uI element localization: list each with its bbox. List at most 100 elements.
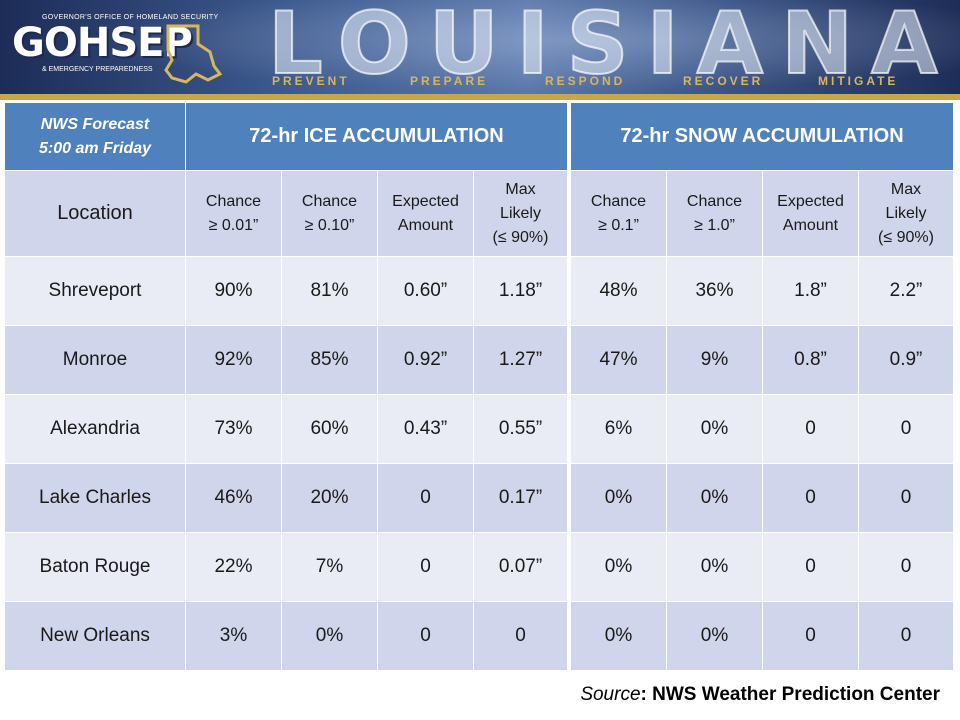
column-header-line: Chance bbox=[205, 192, 262, 210]
snow-value-cell: 47% bbox=[570, 325, 667, 395]
snow-value-cell: 0.8” bbox=[762, 325, 859, 395]
snow-column-header: Chance ≥ 1.0” bbox=[666, 170, 763, 257]
snow-value-cell: 6% bbox=[570, 394, 667, 464]
table-row: 6% 0% 0 0 bbox=[570, 394, 955, 464]
location-cell: Alexandria bbox=[4, 394, 186, 464]
snow-value-cell: 0 bbox=[857, 532, 955, 602]
location-cell: Shreveport bbox=[4, 256, 186, 326]
table-row: Lake Charles 46% 20% 0 0.17” bbox=[4, 463, 569, 533]
column-header-line: Chance bbox=[686, 192, 743, 210]
snow-value-cell: 0 bbox=[762, 394, 859, 464]
ice-value-cell: 92% bbox=[185, 325, 282, 395]
source-separator: : bbox=[640, 684, 653, 705]
table-row: New Orleans 3% 0% 0 0 bbox=[4, 601, 569, 671]
column-header-line: ≥ 0.10” bbox=[304, 216, 355, 234]
snow-value-cell: 0% bbox=[570, 463, 667, 533]
forecast-label-line: 5:00 am Friday bbox=[38, 139, 152, 157]
source-label: Source bbox=[580, 684, 641, 705]
snow-value-cell: 36% bbox=[666, 256, 763, 326]
ice-accumulation-table: NWS Forecast 5:00 am Friday 72-hr ICE AC… bbox=[4, 102, 569, 671]
banner-gold-strip bbox=[0, 94, 960, 100]
column-header-line: Chance bbox=[590, 192, 647, 210]
snow-value-cell: 0.9” bbox=[857, 325, 955, 395]
source-name: NWS Weather Prediction Center bbox=[652, 684, 940, 705]
snow-column-header: Chance ≥ 0.1” bbox=[570, 170, 667, 257]
motto-word: RESPOND bbox=[545, 74, 626, 88]
snow-column-header: Max Likely (≤ 90%) bbox=[857, 170, 955, 257]
state-wordmark: LOUISIANA bbox=[267, 0, 956, 95]
ice-value-cell: 0 bbox=[472, 601, 569, 671]
table-row: Alexandria 73% 60% 0.43” 0.55” bbox=[4, 394, 569, 464]
snow-value-cell: 0 bbox=[857, 463, 955, 533]
logo-org-sub: & EMERGENCY PREPAREDNESS bbox=[42, 66, 153, 73]
forecast-label-line: NWS Forecast bbox=[40, 115, 150, 133]
snow-value-cell: 0% bbox=[666, 394, 763, 464]
snow-value-cell: 0 bbox=[857, 394, 955, 464]
snow-value-cell: 9% bbox=[666, 325, 763, 395]
column-header-line: Amount bbox=[782, 216, 839, 234]
ice-value-cell: 81% bbox=[281, 256, 378, 326]
column-header-line: ≥ 0.01” bbox=[208, 216, 259, 234]
snow-value-cell: 0 bbox=[857, 601, 955, 671]
snow-value-cell: 2.2” bbox=[857, 256, 955, 326]
ice-value-cell: 1.18” bbox=[472, 256, 569, 326]
gohsep-logo: GOVERNOR'S OFFICE OF HOMELAND SECURITY G… bbox=[12, 14, 222, 86]
forecast-label-cell: NWS Forecast 5:00 am Friday bbox=[4, 102, 186, 171]
ice-table-title: 72-hr ICE ACCUMULATION bbox=[184, 102, 569, 171]
header-banner: LOUISIANA PREVENT PREPARE RESPOND RECOVE… bbox=[0, 0, 960, 100]
ice-value-cell: 7% bbox=[281, 532, 378, 602]
snow-column-header: Expected Amount bbox=[762, 170, 859, 257]
snow-table-title: 72-hr SNOW ACCUMULATION bbox=[569, 102, 955, 171]
column-header-line: ≥ 1.0” bbox=[694, 216, 735, 234]
ice-value-cell: 3% bbox=[185, 601, 282, 671]
column-header-line: (≤ 90%) bbox=[878, 228, 934, 246]
ice-value-cell: 0.43” bbox=[377, 394, 474, 464]
ice-value-cell: 0.07” bbox=[472, 532, 569, 602]
ice-value-cell: 0 bbox=[377, 532, 474, 602]
column-header-line: ≥ 0.1” bbox=[598, 216, 639, 234]
ice-value-cell: 60% bbox=[281, 394, 378, 464]
snow-value-cell: 0 bbox=[762, 601, 859, 671]
ice-value-cell: 85% bbox=[281, 325, 378, 395]
ice-value-cell: 0.55” bbox=[472, 394, 569, 464]
snow-value-cell: 0% bbox=[570, 532, 667, 602]
ice-value-cell: 46% bbox=[185, 463, 282, 533]
ice-value-cell: 0.60” bbox=[377, 256, 474, 326]
column-header-line: Amount bbox=[397, 216, 454, 234]
table-row: 47% 9% 0.8” 0.9” bbox=[570, 325, 955, 395]
table-row: 0% 0% 0 0 bbox=[570, 463, 955, 533]
snow-value-cell: 0 bbox=[762, 532, 859, 602]
column-header-line: Max bbox=[505, 180, 536, 198]
table-row: Baton Rouge 22% 7% 0 0.07” bbox=[4, 532, 569, 602]
ice-column-header: Max Likely (≤ 90%) bbox=[472, 170, 569, 257]
louisiana-outline-icon bbox=[164, 24, 222, 84]
table-row: Monroe 92% 85% 0.92” 1.27” bbox=[4, 325, 569, 395]
source-credit: Source: NWS Weather Prediction Center bbox=[580, 684, 940, 706]
ice-column-header: Chance ≥ 0.01” bbox=[185, 170, 282, 257]
ice-value-cell: 73% bbox=[185, 394, 282, 464]
motto-word: MITIGATE bbox=[818, 74, 899, 88]
table-row: Shreveport 90% 81% 0.60” 1.18” bbox=[4, 256, 569, 326]
location-cell: Monroe bbox=[4, 325, 186, 395]
snow-value-cell: 1.8” bbox=[762, 256, 859, 326]
table-row: 48% 36% 1.8” 2.2” bbox=[570, 256, 955, 326]
motto-strip: PREVENT PREPARE RESPOND RECOVER MITIGATE bbox=[0, 74, 960, 90]
ice-column-header: Expected Amount bbox=[377, 170, 474, 257]
location-cell: New Orleans bbox=[4, 601, 186, 671]
ice-value-cell: 0% bbox=[281, 601, 378, 671]
ice-value-cell: 0.17” bbox=[472, 463, 569, 533]
column-header-line: Expected bbox=[777, 192, 844, 210]
banner-photo-collage bbox=[0, 0, 960, 100]
column-header-line: Likely bbox=[500, 204, 541, 222]
ice-value-cell: 20% bbox=[281, 463, 378, 533]
snow-value-cell: 0% bbox=[666, 601, 763, 671]
ice-value-cell: 22% bbox=[185, 532, 282, 602]
logo-org-small: GOVERNOR'S OFFICE OF HOMELAND SECURITY bbox=[42, 14, 219, 21]
ice-value-cell: 0 bbox=[377, 463, 474, 533]
snow-value-cell: 0% bbox=[570, 601, 667, 671]
column-header-line: Likely bbox=[885, 204, 927, 222]
table-row: 0% 0% 0 0 bbox=[570, 601, 955, 671]
table-row: 0% 0% 0 0 bbox=[570, 532, 955, 602]
column-header-line: Expected bbox=[392, 192, 459, 210]
location-cell: Baton Rouge bbox=[4, 532, 186, 602]
